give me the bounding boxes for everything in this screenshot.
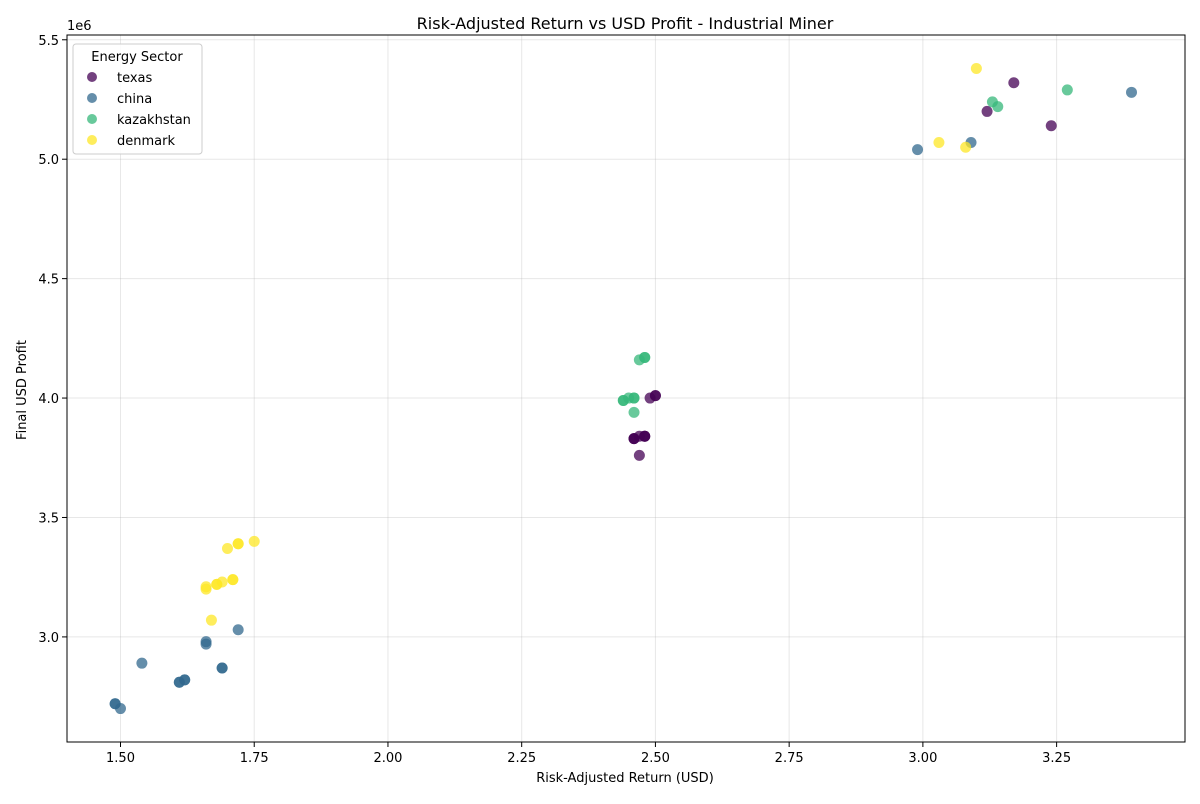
legend-label-texas: texas <box>117 71 153 86</box>
y-tick-label: 4.0 <box>38 392 59 407</box>
x-tick-label: 2.00 <box>373 751 402 766</box>
data-point-denmark <box>221 543 233 555</box>
legend-label-kazakhstan: kazakhstan <box>117 113 191 128</box>
data-point-denmark <box>232 538 244 550</box>
data-point-kazakhstan <box>628 392 640 404</box>
legend-marker-texas <box>87 72 97 82</box>
y-tick-label: 5.0 <box>38 153 59 168</box>
data-point-china <box>136 657 148 669</box>
x-tick-label: 2.75 <box>775 751 804 766</box>
y-axis-label: Final USD Profit <box>15 340 30 440</box>
x-tick-label: 2.25 <box>507 751 536 766</box>
x-tick-label: 1.75 <box>240 751 269 766</box>
data-point-denmark <box>216 576 228 588</box>
y-offset-text: 1e6 <box>67 19 92 34</box>
data-point-china <box>232 624 244 636</box>
x-tick-label: 3.25 <box>1042 751 1071 766</box>
data-point-china <box>216 662 228 674</box>
data-point-denmark <box>205 614 217 626</box>
legend-box <box>72 43 203 155</box>
x-tick-label: 1.50 <box>106 751 135 766</box>
legend-marker-denmark <box>87 135 97 145</box>
data-point-texas <box>1045 120 1057 132</box>
x-axis-label: Risk-Adjusted Return (USD) <box>536 771 714 786</box>
legend: Energy Sector texas china kazakhstan denmar… <box>72 43 203 155</box>
data-point-texas <box>639 430 651 442</box>
y-tick-label: 3.5 <box>38 511 59 526</box>
data-point-denmark <box>200 581 212 593</box>
data-point-denmark <box>227 574 239 586</box>
legend-entries: texas china kazakhstan denmark <box>87 71 191 149</box>
data-point-china <box>114 703 126 715</box>
y-tick-label: 3.0 <box>38 631 59 646</box>
data-point-kazakhstan <box>639 351 651 363</box>
data-point-texas <box>649 390 661 402</box>
data-point-denmark <box>960 141 972 153</box>
x-tick-label: 2.50 <box>641 751 670 766</box>
y-tick-label: 4.5 <box>38 273 59 288</box>
legend-marker-kazakhstan <box>87 114 97 124</box>
axis-ticks: 1.50 1.75 2.00 2.25 2.50 2.75 3.00 3.25 3.0 3.5 4.… <box>38 34 1071 766</box>
x-tick-label: 3.00 <box>908 751 937 766</box>
chart-title: Risk-Adjusted Return vs USD Profit - Ind… <box>417 14 834 33</box>
data-points <box>109 62 1138 715</box>
data-point-kazakhstan <box>628 406 640 418</box>
y-tick-label: 5.5 <box>38 34 59 49</box>
legend-title: Energy Sector <box>91 50 183 65</box>
data-point-denmark <box>970 62 982 74</box>
data-point-china <box>1126 86 1138 98</box>
legend-label-denmark: denmark <box>117 134 175 149</box>
data-point-china <box>912 144 924 156</box>
data-point-denmark <box>933 136 945 148</box>
data-point-china <box>179 674 191 686</box>
data-point-texas <box>981 105 993 117</box>
data-point-texas <box>633 449 645 461</box>
data-point-kazakhstan <box>992 101 1004 113</box>
data-point-denmark <box>248 535 260 547</box>
legend-marker-china <box>87 93 97 103</box>
data-point-texas <box>1008 77 1020 89</box>
legend-label-china: china <box>117 92 152 107</box>
data-point-kazakhstan <box>1061 84 1073 96</box>
plot-frame <box>66 34 1186 743</box>
data-point-china <box>200 636 212 648</box>
